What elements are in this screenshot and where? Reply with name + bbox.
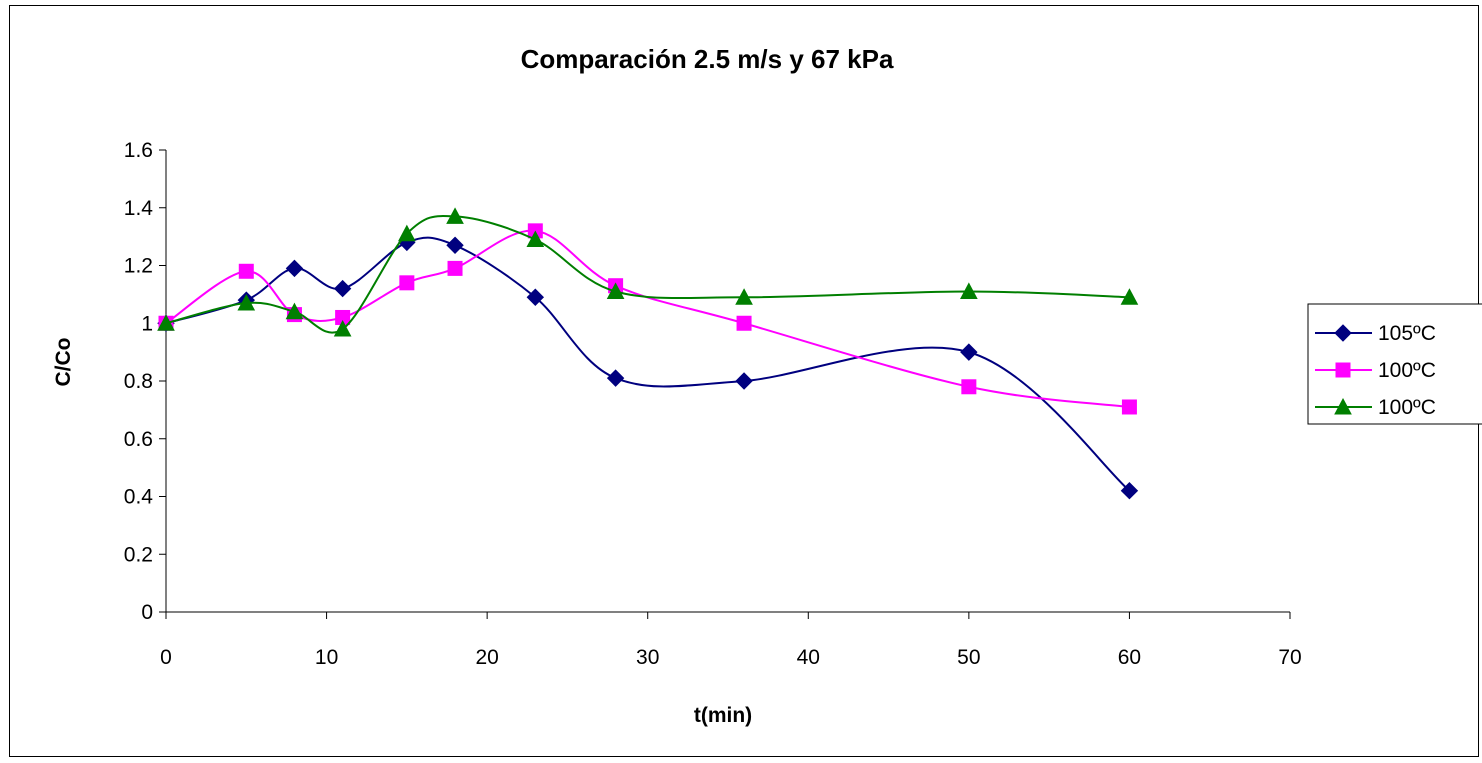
x-tick-label: 40 bbox=[797, 646, 820, 669]
y-tick-label: 0 bbox=[141, 601, 153, 624]
x-tick-label: 20 bbox=[475, 646, 498, 669]
data-point bbox=[335, 281, 351, 297]
x-tick-label: 50 bbox=[957, 646, 980, 669]
data-point bbox=[962, 380, 976, 394]
x-tick-label: 0 bbox=[160, 646, 172, 669]
legend-label: 100ºC bbox=[1378, 396, 1436, 419]
x-tick-label: 30 bbox=[636, 646, 659, 669]
series-1 bbox=[158, 234, 1137, 498]
legend-label: 100ºC bbox=[1378, 359, 1436, 382]
data-point bbox=[400, 276, 414, 290]
y-tick-label: 1.2 bbox=[124, 255, 153, 278]
x-axis-title: t(min) bbox=[694, 704, 752, 727]
series-layer bbox=[158, 208, 1137, 498]
legend: 105ºC 100ºC 100ºC bbox=[1308, 304, 1482, 424]
y-axis-title: C/Co bbox=[52, 338, 75, 387]
legend-marker bbox=[1336, 363, 1350, 377]
data-point bbox=[447, 237, 463, 253]
x-tick-label: 70 bbox=[1278, 646, 1301, 669]
series-line bbox=[166, 238, 1129, 491]
data-point bbox=[448, 261, 462, 275]
data-point bbox=[286, 260, 302, 276]
data-point bbox=[961, 344, 977, 360]
y-tick-label: 1 bbox=[141, 312, 153, 335]
series-line bbox=[166, 231, 1129, 407]
data-point bbox=[737, 316, 751, 330]
y-tick-label: 0.4 bbox=[124, 486, 154, 509]
data-point bbox=[608, 370, 624, 386]
data-point bbox=[239, 264, 253, 278]
data-point bbox=[736, 373, 752, 389]
x-tick-label: 10 bbox=[315, 646, 338, 669]
legend-label: 105ºC bbox=[1378, 322, 1436, 345]
y-tick-label: 0.8 bbox=[124, 370, 153, 393]
chart-title: Comparación 2.5 m/s y 67 kPa bbox=[521, 44, 894, 74]
x-tick-label: 60 bbox=[1118, 646, 1141, 669]
series-3 bbox=[158, 208, 1137, 336]
data-point bbox=[1122, 400, 1136, 414]
y-tick-label: 1.6 bbox=[124, 139, 153, 162]
y-tick-label: 0.2 bbox=[124, 543, 153, 566]
y-tick-label: 1.4 bbox=[124, 197, 154, 220]
y-tick-label: 0.6 bbox=[124, 428, 153, 451]
